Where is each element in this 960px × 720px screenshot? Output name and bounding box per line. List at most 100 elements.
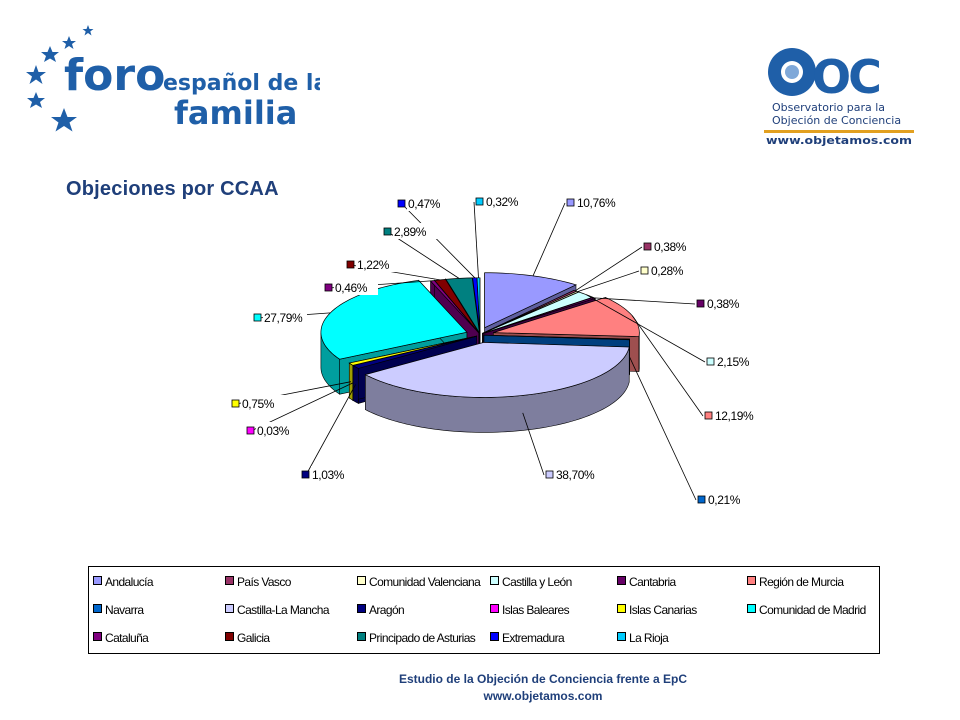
leader-line-andalucia	[532, 202, 566, 277]
leader-line-extremadura	[401, 203, 476, 279]
legend-item-castilla-la-mancha: Castilla-La Mancha	[225, 601, 330, 617]
chart-title: Objeciones por CCAA	[66, 178, 279, 200]
logo-word-main: foro	[64, 50, 165, 101]
legend-swatch	[93, 632, 102, 642]
chart-legend: Andalucía País Vasco Comunidad Valenciana C…	[88, 566, 880, 654]
legend-item-comunidad-de-madrid: Comunidad de Madrid	[747, 601, 866, 617]
data-label-principado-de-asturias: 2,89%	[394, 225, 427, 239]
legend-swatch	[225, 576, 234, 586]
legend-swatch	[93, 604, 102, 614]
data-label-comunidad-de-madrid: 27,79%	[264, 311, 303, 325]
data-label-bg-region-de-murcia	[714, 407, 758, 423]
data-label-aragon: 1,03%	[312, 468, 345, 482]
star-icon	[26, 65, 46, 84]
data-label-region-de-murcia: 12,19%	[715, 409, 754, 423]
logo-line1: Observatorio para la	[772, 101, 885, 114]
logo-line2: Objeción de Conciencia	[772, 114, 901, 127]
legend-item-andalucia: Andalucía	[93, 573, 154, 589]
data-label-bg-aragon	[311, 466, 355, 482]
legend-label: Galicia	[237, 630, 270, 645]
star-icon	[82, 25, 94, 36]
data-label-swatch-comunidad-valenciana	[640, 266, 649, 275]
legend-label: Principado de Asturias	[369, 630, 476, 645]
legend-item-pais-vasco: País Vasco	[225, 573, 291, 589]
data-label-swatch-navarra	[697, 495, 706, 504]
legend-swatch	[225, 632, 234, 642]
data-label-bg-comunidad-valenciana	[650, 262, 694, 278]
pie-slice-la-rioja	[476, 277, 481, 333]
data-label-extremadura: 0,47%	[408, 197, 441, 211]
star-icon	[27, 92, 45, 108]
logo-word-bottom: familia	[174, 94, 297, 132]
data-label-andalucia: 10,76%	[577, 196, 616, 210]
data-label-bg-la-rioja	[485, 193, 529, 209]
leader-line-castilla-y-leon	[585, 294, 706, 363]
pie-wall-aragon	[352, 364, 359, 404]
footer: Estudio de la Objeción de Conciencia fre…	[300, 671, 786, 705]
legend-item-principado-de-asturias: Principado de Asturias	[357, 629, 476, 645]
footer-url: www.objetamos.com	[483, 689, 603, 703]
observatorio-logo: OC Observatorio para la Objeción de Conc…	[764, 48, 914, 147]
legend-swatch	[617, 632, 626, 642]
legend-item-la-rioja: La Rioja	[617, 629, 669, 645]
data-label-bg-andalucia	[576, 194, 620, 210]
data-label-swatch-galicia	[346, 260, 355, 269]
legend-swatch	[747, 576, 756, 586]
data-label-bg-castilla-y-leon	[716, 353, 760, 369]
data-label-swatch-cantabria	[696, 299, 705, 308]
leader-line-principado-de-asturias	[387, 231, 460, 279]
data-label-swatch-castilla-la-mancha	[545, 470, 554, 479]
pie-slice-navarra	[483, 334, 631, 341]
star-icon	[62, 36, 76, 49]
data-label-bg-galicia	[356, 256, 400, 272]
legend-swatch	[357, 632, 366, 642]
legend-label: Castilla y León	[502, 574, 572, 589]
legend-swatch	[225, 604, 234, 614]
legend-label: Región de Murcia	[759, 574, 844, 589]
legend-label: Islas Baleares	[502, 602, 570, 617]
legend-label: Cantabria	[629, 574, 676, 589]
legend-item-galicia: Galicia	[225, 629, 270, 645]
legend-item-islas-canarias: Islas Canarias	[617, 601, 697, 617]
legend-item-region-de-murcia: Región de Murcia	[747, 573, 844, 589]
data-label-islas-canarias: 0,75%	[242, 397, 275, 411]
data-label-bg-castilla-la-mancha	[555, 466, 599, 482]
pie-slice-andalucia	[484, 272, 577, 329]
data-label-bg-islas-canarias	[241, 395, 285, 411]
data-label-castilla-y-leon: 2,15%	[717, 355, 750, 369]
logo-url: www.objetamos.com	[766, 134, 912, 147]
legend-item-aragon: Aragón	[357, 601, 405, 617]
legend-label: Castilla-La Mancha	[237, 602, 330, 617]
legend-label: Andalucía	[105, 574, 154, 589]
data-label-castilla-la-mancha: 38,70%	[556, 468, 595, 482]
legend-swatch	[490, 576, 499, 586]
data-label-swatch-extremadura	[397, 199, 406, 208]
data-label-swatch-aragon	[301, 470, 310, 479]
legend-swatch	[747, 604, 756, 614]
data-label-swatch-cataluna	[324, 283, 333, 292]
leader-line-cantabria	[594, 297, 696, 305]
data-label-bg-cantabria	[706, 295, 750, 311]
data-label-cataluna: 0,46%	[335, 281, 368, 295]
logo-word-top: español de la	[163, 71, 320, 96]
data-label-swatch-islas-baleares	[246, 426, 255, 435]
legend-label: País Vasco	[237, 574, 291, 589]
pie-slice-islas-canarias	[348, 335, 477, 366]
legend-label: Extremadura	[502, 630, 565, 645]
data-label-bg-navarra	[707, 491, 751, 507]
legend-swatch	[617, 576, 626, 586]
data-label-bg-islas-baleares	[256, 422, 300, 438]
data-label-galicia: 1,22%	[357, 258, 390, 272]
legend-swatch	[357, 604, 366, 614]
star-icon	[51, 108, 77, 132]
data-label-comunidad-valenciana: 0,28%	[651, 264, 684, 278]
leader-line-comunidad-valenciana	[577, 270, 640, 292]
foro-familia-logo: foro español de la familia	[26, 25, 320, 132]
legend-label: Cataluña	[105, 630, 149, 645]
legend-item-cataluna: Cataluña	[93, 629, 149, 645]
leader-line-la-rioja	[473, 201, 479, 278]
logo-acronym: OC	[812, 50, 879, 104]
data-label-swatch-pais-vasco	[643, 242, 652, 251]
legend-label: Islas Canarias	[629, 602, 697, 617]
legend-swatch	[490, 604, 499, 614]
